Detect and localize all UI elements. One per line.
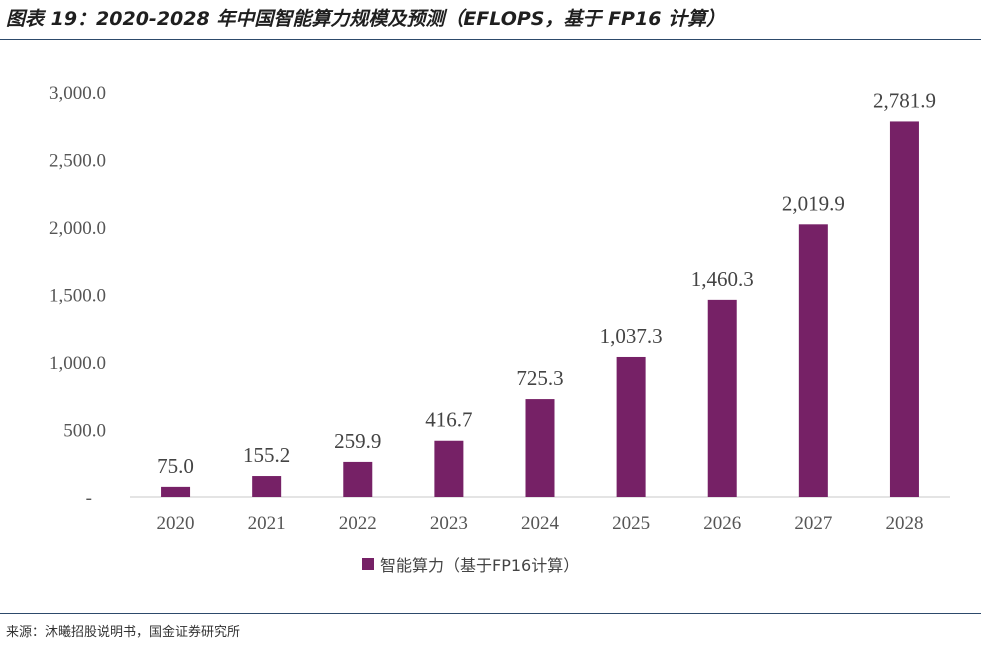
bar <box>161 486 191 497</box>
bar <box>707 299 737 497</box>
y-axis: - 500.0 1,000.0 1,500.0 2,000.0 2,500.0 3,000.… <box>49 83 106 509</box>
x-tick-label: 2022 <box>339 513 377 534</box>
data-label: 2,019.9 <box>782 191 845 215</box>
x-tick-label: 2026 <box>703 513 741 534</box>
x-tick-label: 2028 <box>885 513 923 534</box>
x-tick-label: 2025 <box>612 513 650 534</box>
legend-swatch <box>362 558 374 570</box>
bar <box>616 356 646 497</box>
data-label: 2,781.9 <box>873 88 936 112</box>
bar <box>798 224 828 497</box>
bar <box>889 121 919 498</box>
y-tick-label: 1,000.0 <box>49 353 106 374</box>
bar <box>343 461 373 497</box>
y-tick-label: - <box>86 488 92 509</box>
title-divider <box>0 39 981 40</box>
data-label: 416.7 <box>425 408 472 432</box>
legend-label: 智能算力（基于FP16计算） <box>380 556 580 575</box>
chart-title: 图表 19：2020-2028 年中国智能算力规模及预测（EFLOPS，基于 F… <box>6 8 726 30</box>
data-label: 1,037.3 <box>600 324 663 348</box>
x-tick-label: 2020 <box>157 513 195 534</box>
x-tick-label: 2021 <box>248 513 286 534</box>
bar <box>252 476 282 497</box>
y-tick-label: 1,500.0 <box>49 286 106 307</box>
data-label: 75.0 <box>157 454 194 478</box>
data-label: 155.2 <box>243 443 290 467</box>
y-tick-label: 3,000.0 <box>49 83 106 104</box>
x-axis: 2020 2021 2022 2023 2024 2025 2026 2027 2028 <box>157 513 924 534</box>
y-tick-label: 500.0 <box>63 421 106 442</box>
data-label: 259.9 <box>334 429 381 453</box>
x-tick-label: 2024 <box>521 513 560 534</box>
bar-chart: - 500.0 1,000.0 1,500.0 2,000.0 2,500.0 3,000.… <box>49 83 950 534</box>
bar <box>434 440 464 497</box>
legend: 智能算力（基于FP16计算） <box>362 552 579 576</box>
y-tick-label: 2,500.0 <box>49 151 106 172</box>
x-tick-label: 2027 <box>794 513 832 534</box>
y-tick-label: 2,000.0 <box>49 218 106 239</box>
bar <box>525 399 555 497</box>
bar-series: 75.0 155.2 259.9 416.7 725.3 1,037.3 1,460.3 2,… <box>157 88 936 498</box>
data-label: 725.3 <box>516 366 563 390</box>
footer-divider <box>0 613 981 614</box>
source-note: 来源：沐曦招股说明书，国金证券研究所 <box>6 625 241 640</box>
x-tick-label: 2023 <box>430 513 468 534</box>
data-label: 1,460.3 <box>691 267 754 291</box>
